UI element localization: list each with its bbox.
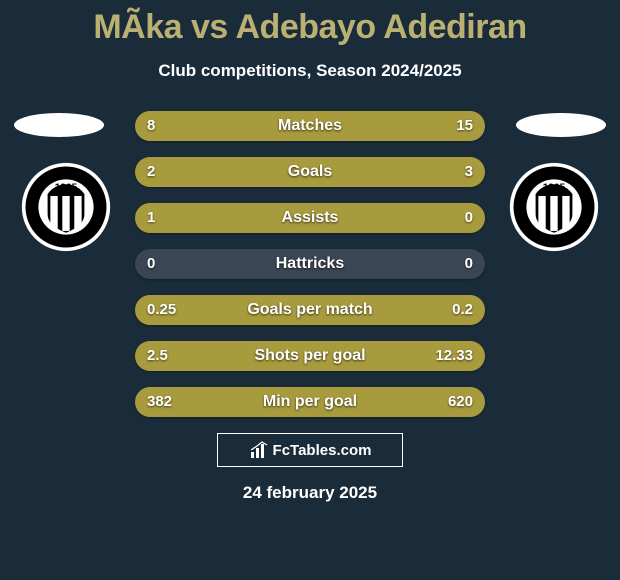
svg-text:1905: 1905 [543, 182, 566, 193]
stat-label: Matches [135, 111, 485, 141]
page-title: MÃ­ka vs Adebayo Adediran [0, 0, 620, 47]
club-badge-left: 1905 [20, 161, 112, 253]
brand-chart-icon [249, 440, 269, 460]
stat-row: 382620Min per goal [135, 387, 485, 417]
player-right-oval [516, 113, 606, 137]
stat-row: 23Goals [135, 157, 485, 187]
club-badge-right: 1905 [508, 161, 600, 253]
club-badge-right-icon: 1905 [508, 161, 600, 253]
svg-text:1905: 1905 [55, 182, 78, 193]
comparison-content: 1905 1905 815Matches 23Goals 10Assists 00Ha… [0, 101, 620, 417]
stat-row: 815Matches [135, 111, 485, 141]
player-left-oval [14, 113, 104, 137]
stat-row: 10Assists [135, 203, 485, 233]
date: 24 february 2025 [0, 483, 620, 503]
brand-box: FcTables.com [217, 433, 403, 467]
stat-row: 00Hattricks [135, 249, 485, 279]
stat-label: Goals per match [135, 295, 485, 325]
stat-bars: 815Matches 23Goals 10Assists 00Hattricks 0.2… [135, 101, 485, 417]
stat-label: Shots per goal [135, 341, 485, 371]
club-badge-left-icon: 1905 [20, 161, 112, 253]
brand-text: FcTables.com [273, 442, 372, 459]
subtitle: Club competitions, Season 2024/2025 [0, 61, 620, 81]
stat-label: Min per goal [135, 387, 485, 417]
stat-label: Hattricks [135, 249, 485, 279]
stat-row: 0.250.2Goals per match [135, 295, 485, 325]
stat-label: Assists [135, 203, 485, 233]
stat-label: Goals [135, 157, 485, 187]
stat-row: 2.512.33Shots per goal [135, 341, 485, 371]
